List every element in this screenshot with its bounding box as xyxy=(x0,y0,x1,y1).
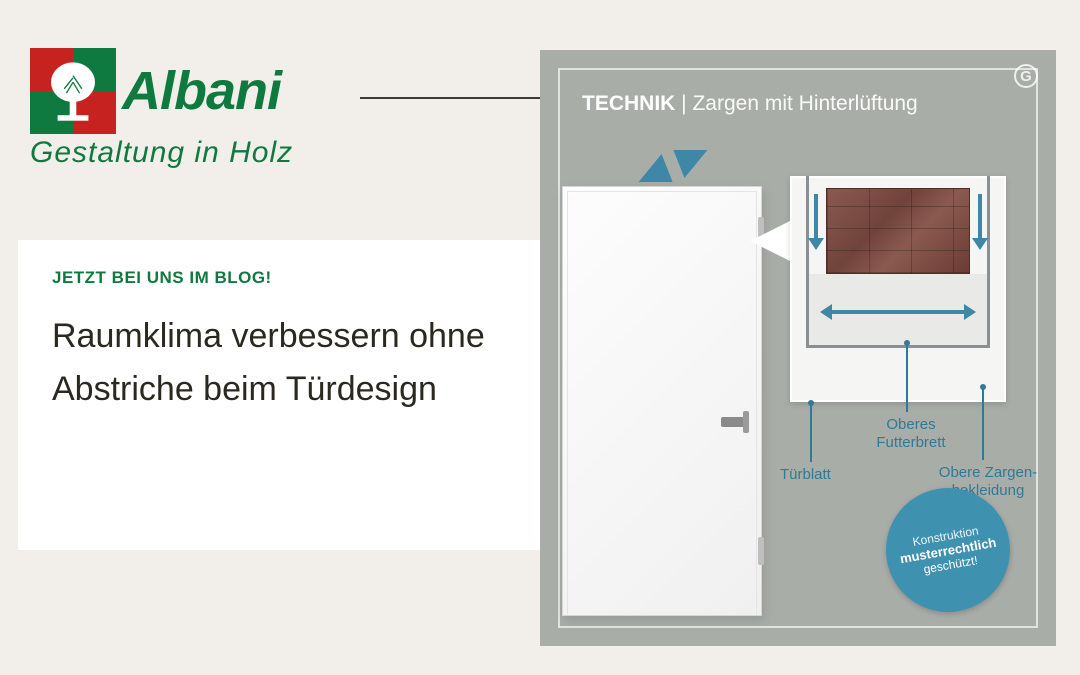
corner-mark: G xyxy=(1014,64,1038,88)
cross-section-diagram: .varrow.down.va-l::after, .varrow.down.v… xyxy=(790,176,1006,402)
airflow-harrow-icon xyxy=(832,310,964,314)
brand-name: Albani xyxy=(122,60,281,122)
leader-dot xyxy=(980,384,986,390)
door-illustration xyxy=(562,186,762,616)
label-futterbrett: Oberes Futterbrett xyxy=(866,416,956,452)
leader-line xyxy=(810,402,812,462)
panel-title-bold: TECHNIK xyxy=(582,92,675,115)
diagram-area: .varrow.down.va-l::after, .varrow.down.v… xyxy=(580,146,1016,606)
eyebrow-text: JETZT BEI UNS IM BLOG! xyxy=(52,268,554,288)
connector-line xyxy=(360,97,552,99)
arrow-down-icon xyxy=(667,150,707,178)
label-tuerblatt: Türblatt xyxy=(780,466,831,484)
door-frame xyxy=(567,191,757,615)
panel-title: TECHNIK | Zargen mit Hinterlüftung xyxy=(582,92,918,116)
brand-logo: Albani Gestaltung in Holz xyxy=(30,48,293,170)
leader-line xyxy=(982,386,984,460)
logo-mark xyxy=(30,48,116,134)
leader-line xyxy=(906,342,908,412)
door-handle-icon xyxy=(721,417,747,427)
brand-tagline: Gestaltung in Holz xyxy=(30,136,293,170)
airflow-arrow-icon xyxy=(978,194,982,240)
tree-icon xyxy=(30,48,116,134)
headline-text: Raumklima verbessern ohne Abstriche beim… xyxy=(52,310,554,415)
panel-title-sep: | xyxy=(675,92,692,115)
airflow-arrow-icon xyxy=(814,194,818,240)
airflow-arrows-icon xyxy=(642,152,704,180)
leader-dot xyxy=(904,340,910,346)
leader-dot xyxy=(808,400,814,406)
door-hinge-icon xyxy=(758,537,764,565)
technical-panel: G TECHNIK | Zargen mit Hinterlüftung .va… xyxy=(540,50,1056,646)
panel-title-light: Zargen mit Hinterlüftung xyxy=(692,92,917,115)
blog-teaser-card: JETZT BEI UNS IM BLOG! Raumklima verbess… xyxy=(18,240,588,550)
brick-wall xyxy=(826,188,970,274)
